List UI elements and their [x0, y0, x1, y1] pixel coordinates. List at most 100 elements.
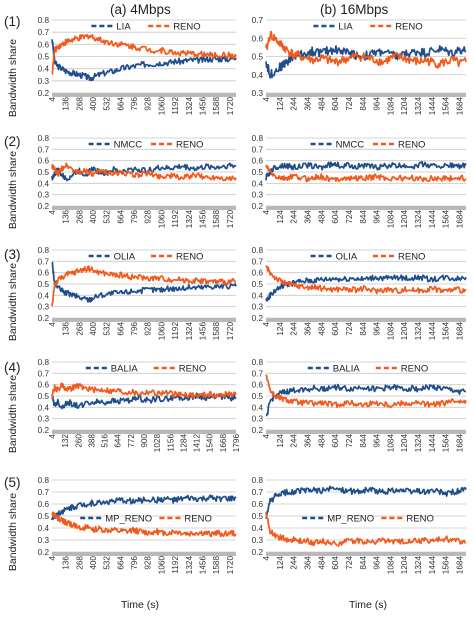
legend-label-coupled: BALIA	[111, 364, 139, 375]
x-tick-label: 1084	[386, 434, 395, 453]
x-tick-label: 244	[290, 97, 299, 111]
x-tick-label: 484	[317, 210, 326, 224]
x-tick-label: 1204	[400, 97, 409, 116]
x-tick-label: 1720	[226, 210, 235, 229]
series-line-reno	[51, 162, 237, 182]
x-tick-label: 4	[262, 322, 271, 327]
x-tick-label: 400	[89, 556, 98, 570]
y-tick-label: 0.5	[252, 280, 264, 289]
y-tick-label: 0.6	[38, 157, 50, 166]
x-tick-label: 796	[130, 97, 139, 111]
legend: MP_RENO RENO	[302, 514, 434, 525]
x-tick-label: 604	[331, 97, 340, 111]
y-tick-label: 0.7	[38, 488, 50, 497]
x-tick-label: 928	[144, 97, 153, 111]
x-tick-label: 516	[101, 434, 110, 448]
y-tick-label: 0.6	[38, 269, 50, 278]
row-label-2: (2)	[4, 134, 21, 149]
series-line-nmcc	[51, 162, 237, 182]
chart-panel-4-a: 0.2 0.3 0.4 0.5 0.6 0.7 0.8 4 132 260 388 516 644 772…	[38, 358, 241, 452]
x-tick-label: 796	[130, 210, 139, 224]
x-tick-label: 844	[359, 556, 368, 570]
x-tick-label: 1084	[386, 322, 395, 341]
x-tick-label: 664	[116, 97, 125, 111]
x-tick-label: 124	[276, 210, 285, 224]
y-axis-label-5: Bandwidth share	[7, 493, 19, 571]
x-axis-band	[266, 206, 466, 210]
y-tick-label: 0.8	[38, 246, 50, 255]
x-tick-label: 124	[276, 434, 285, 448]
y-tick-label: 0.7	[38, 369, 50, 378]
chart-panels: 0.2 0.3 0.4 0.5 0.6 0.7 0.8 4 136 268 400 532 664 796…	[38, 16, 467, 575]
x-tick-label: 532	[103, 322, 112, 336]
x-tick-label: 928	[144, 210, 153, 224]
legend-label-coupled: OLIA	[336, 252, 358, 263]
chart-panel-2-a: 0.2 0.3 0.4 0.5 0.6 0.7 0.8 4 136 268 400 532 664 796…	[38, 134, 237, 229]
x-tick-label: 1684	[456, 210, 465, 229]
y-tick-label: 0.7	[252, 16, 264, 25]
x-tick-label: 244	[290, 322, 299, 336]
x-tick-label: 1324	[185, 97, 194, 116]
x-tick-label: 1060	[157, 97, 166, 116]
x-tick-label: 1412	[193, 434, 202, 453]
y-tick-label: 0.2	[252, 548, 264, 557]
x-tick-label: 400	[89, 97, 98, 111]
x-tick-label: 1588	[212, 322, 221, 341]
y-tick-label: 0.5	[38, 512, 50, 521]
y-tick-label: 0.5	[38, 392, 50, 401]
x-tick-label: 964	[373, 322, 382, 336]
y-tick-label: 0.6	[252, 34, 264, 43]
y-tick-label: 0.4	[38, 179, 50, 188]
y-tick-label: 0.8	[38, 16, 50, 25]
x-tick-label: 724	[345, 322, 354, 336]
y-tick-label: 0.3	[38, 536, 50, 545]
series-line-reno	[51, 382, 237, 399]
x-tick-label: 664	[116, 322, 125, 336]
y-tick-label: 0.3	[252, 536, 264, 545]
chart-panel-1-a: 0.2 0.3 0.4 0.5 0.6 0.7 0.8 4 136 268 400 532 664 796…	[38, 16, 237, 116]
legend-label-coupled: MP_RENO	[105, 514, 152, 525]
x-axis-band	[52, 318, 236, 322]
x-tick-label: 268	[75, 556, 84, 570]
x-tick-label: 1204	[400, 210, 409, 229]
x-tick-label: 400	[89, 210, 98, 224]
x-tick-label: 136	[62, 97, 71, 111]
y-tick-label: 0.4	[252, 291, 264, 300]
x-tick-label: 928	[144, 556, 153, 570]
series-line-lia	[51, 39, 237, 82]
x-tick-label: 1564	[442, 322, 451, 341]
x-tick-label: 1204	[400, 322, 409, 341]
legend: LIA RENO	[313, 22, 423, 33]
x-tick-label: 124	[276, 322, 285, 336]
x-tick-label: 136	[62, 322, 71, 336]
y-tick-label: 0.3	[38, 77, 50, 86]
x-tick-label: 484	[317, 556, 326, 570]
y-tick-label: 0.7	[252, 369, 264, 378]
x-tick-label: 1324	[185, 556, 194, 575]
x-tick-label: 1444	[428, 556, 437, 575]
y-tick-label: 0.3	[38, 415, 50, 424]
x-tick-label: 1444	[428, 210, 437, 229]
x-tick-label: 900	[140, 434, 149, 448]
y-tick-label: 0.3	[252, 89, 264, 98]
x-tick-label: 796	[130, 322, 139, 336]
x-tick-label: 644	[114, 434, 123, 448]
y-tick-label: 0.6	[38, 381, 50, 390]
x-axis-band	[266, 93, 466, 97]
y-axis-label-2: Bandwidth share	[7, 151, 19, 229]
x-tick-label: 1084	[386, 210, 395, 229]
x-tick-label: 364	[303, 556, 312, 570]
legend-label-coupled: LIA	[338, 22, 353, 33]
legend-label-reno: RENO	[398, 252, 425, 263]
x-tick-label: 1456	[198, 97, 207, 116]
x-tick-label: 1192	[171, 97, 180, 115]
x-tick-label: 928	[144, 322, 153, 336]
x-tick-label: 964	[373, 556, 382, 570]
y-tick-label: 0.2	[38, 426, 50, 435]
y-tick-label: 0.3	[38, 303, 50, 312]
x-tick-label: 1324	[414, 210, 423, 229]
x-tick-label: 268	[75, 210, 84, 224]
series-line-mp_reno	[265, 485, 467, 519]
x-tick-label: 1324	[414, 97, 423, 116]
y-tick-label: 0.4	[252, 71, 264, 80]
